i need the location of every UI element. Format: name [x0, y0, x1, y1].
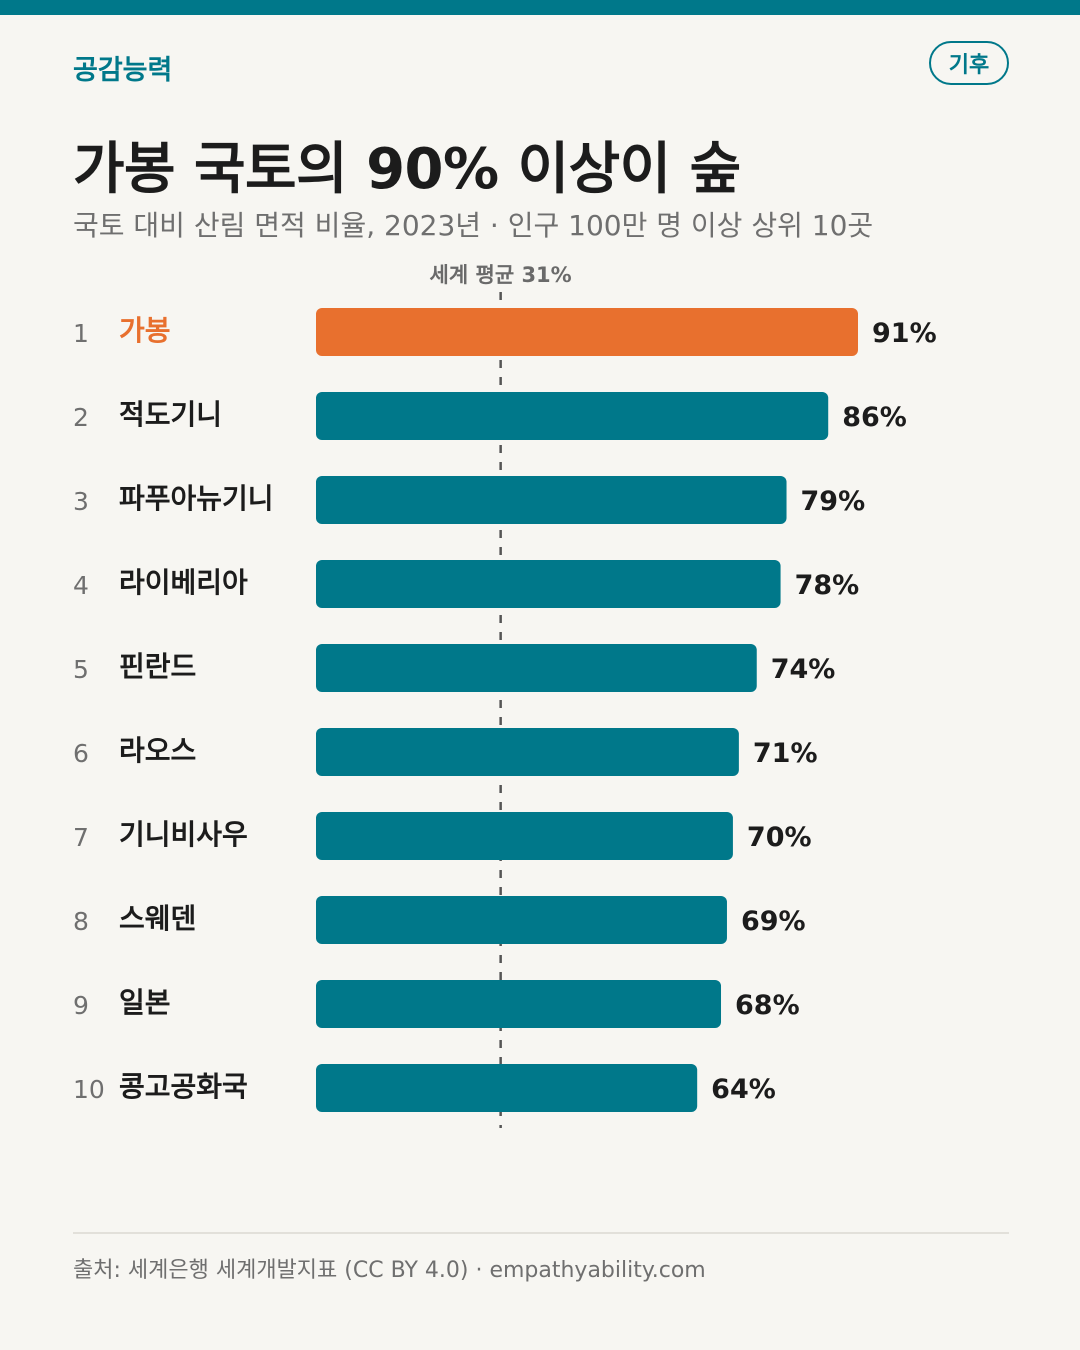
value-label: 64%	[711, 1074, 776, 1105]
rank-label: 7	[73, 823, 89, 852]
bar	[316, 392, 829, 440]
bar	[316, 476, 787, 524]
category-label: 라이베리아	[119, 566, 248, 599]
bar	[316, 1064, 698, 1112]
value-label: 79%	[801, 486, 866, 517]
top-accent-stripe	[0, 0, 1080, 15]
rank-label: 10	[73, 1075, 105, 1104]
bar	[316, 896, 727, 944]
bar	[316, 728, 739, 776]
value-label: 91%	[872, 318, 937, 349]
category-label: 가봉	[119, 314, 171, 347]
rank-label: 2	[73, 403, 89, 432]
page-title: 가봉 국토의 90% 이상이 숲	[73, 137, 741, 202]
value-label: 78%	[795, 570, 860, 601]
rank-label: 6	[73, 739, 89, 768]
category-label: 라오스	[119, 734, 196, 767]
bar	[316, 812, 733, 860]
bar	[316, 980, 722, 1028]
brand-label: 공감능력	[73, 55, 173, 86]
bar-chart: 세계 평균 31% 1 가봉 91% 2 적도기니 86% 3 파푸아뉴기니 79% 4 라이베리아 7…	[73, 263, 937, 1128]
bar	[316, 644, 757, 692]
category-label: 핀란드	[119, 650, 196, 683]
rank-label: 8	[73, 907, 89, 936]
source-note: 출처: 세계은행 세계개발지표 (CC BY 4.0) · empathyabi…	[73, 1258, 706, 1283]
category-tag[interactable]: 기후	[929, 41, 1009, 85]
rank-label: 9	[73, 991, 89, 1020]
category-label: 기니비사우	[119, 818, 248, 851]
footer-divider	[73, 1232, 1009, 1234]
rank-label: 1	[73, 319, 89, 348]
value-label: 74%	[771, 654, 836, 685]
value-label: 70%	[747, 822, 812, 853]
rank-label: 5	[73, 655, 89, 684]
page-subtitle: 국토 대비 산림 면적 비율, 2023년 · 인구 100만 명 이상 상위 …	[73, 209, 874, 242]
bar-highlight	[316, 308, 858, 356]
reference-line-label: 세계 평균 31%	[430, 263, 572, 287]
value-label: 71%	[753, 738, 818, 769]
category-label: 일본	[119, 986, 171, 1019]
category-label: 스웨덴	[119, 902, 196, 935]
value-label: 69%	[741, 906, 806, 937]
rank-label: 3	[73, 487, 89, 516]
rank-label: 4	[73, 571, 89, 600]
category-label: 콩고공화국	[119, 1070, 248, 1103]
value-label: 86%	[842, 402, 907, 433]
category-label: 적도기니	[119, 398, 222, 431]
value-label: 68%	[735, 990, 800, 1021]
bar	[316, 560, 781, 608]
category-label: 파푸아뉴기니	[119, 482, 274, 515]
